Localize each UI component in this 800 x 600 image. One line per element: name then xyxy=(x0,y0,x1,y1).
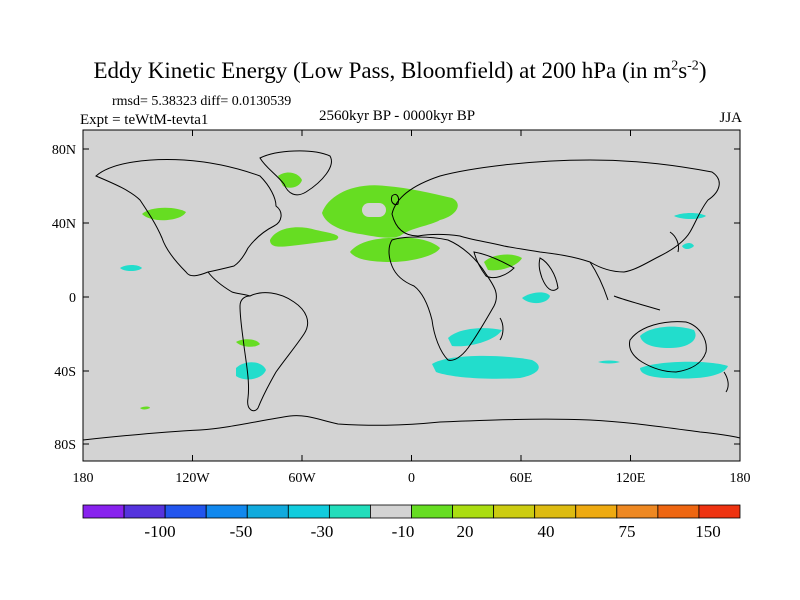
japan-sea-anomaly xyxy=(682,243,694,249)
east-pacific-anomaly xyxy=(120,265,142,271)
colorbar-label: 75 xyxy=(619,522,636,541)
lat-tick-label: 40S xyxy=(54,365,76,380)
colorbar-box xyxy=(657,504,700,519)
southeast-pacific-anomaly xyxy=(236,339,260,347)
west-atlantic-anomaly xyxy=(270,227,339,247)
mediterranean-anomaly xyxy=(350,237,440,262)
colorbar-label: -50 xyxy=(230,522,253,541)
south-pacific-anomaly xyxy=(236,362,266,380)
arabia-coast xyxy=(473,251,515,279)
colorbar-box xyxy=(287,504,330,519)
greenland-coast xyxy=(259,150,332,196)
uk-coast xyxy=(391,193,399,205)
europe-asia-coast xyxy=(391,159,720,273)
indian-ocean-anomaly xyxy=(522,292,550,304)
colorbar-box xyxy=(246,504,289,519)
india-coast xyxy=(538,257,559,291)
central-america-coast xyxy=(207,271,251,297)
experiment-label: Expt = teWtM-tevta1 xyxy=(80,112,209,128)
japan-coast xyxy=(669,231,679,253)
southeast-asia-coast xyxy=(589,261,661,311)
lon-tick-label: 120W xyxy=(175,471,210,486)
colorbar-box xyxy=(575,504,618,519)
colorbar-label: 20 xyxy=(457,522,474,541)
lon-tick-label: 0 xyxy=(408,471,415,486)
southern-indian-anomaly xyxy=(432,355,539,379)
lon-tick-label: 180 xyxy=(73,471,94,486)
lon-tick-label: 60W xyxy=(288,471,316,486)
lon-tick-label: 60E xyxy=(510,471,533,486)
colorbar-box xyxy=(493,504,536,519)
lat-tick-label: 0 xyxy=(69,291,76,306)
colorbar-box xyxy=(370,504,412,519)
colorbar-box xyxy=(411,504,453,519)
colorbar-box xyxy=(328,504,371,519)
rmsd-diff-stats: rmsd= 5.38323 diff= 0.0130539 xyxy=(112,94,292,109)
lon-tick-label: 120E xyxy=(616,471,646,486)
lat-tick-label: 40N xyxy=(52,217,76,232)
tasman-anomaly xyxy=(598,360,620,364)
new-zealand-coast xyxy=(723,371,729,393)
africa-coast xyxy=(388,236,497,361)
colorbar-box xyxy=(205,504,248,519)
southwest-pacific-anomaly xyxy=(140,406,150,410)
map-ticks xyxy=(82,130,741,461)
antarctica-coast xyxy=(82,415,741,441)
colorbar-box xyxy=(82,504,125,519)
north-atlantic-anomaly xyxy=(322,185,458,238)
positive-anomaly-regions xyxy=(140,172,522,410)
season-label: JJA xyxy=(719,110,742,126)
latitude-labels: 80N 40N 0 40S 80S xyxy=(52,143,76,453)
colorbar-labels: -100 -50 -30 -10 20 40 75 150 xyxy=(144,522,720,541)
colorbar-box xyxy=(534,504,577,519)
map-panel xyxy=(82,129,741,462)
colorbar-box xyxy=(616,504,659,519)
colorbar-box xyxy=(164,504,207,519)
lon-tick-label: 180 xyxy=(730,471,751,486)
colorbar-box xyxy=(698,504,741,519)
longitude-labels: 180 120W 60W 0 60E 120E 180 xyxy=(73,471,751,486)
colorbar-box xyxy=(123,504,166,519)
colorbar xyxy=(82,504,741,519)
colorbar-box xyxy=(452,504,495,519)
australia-anomaly xyxy=(640,326,696,348)
chart-title: Eddy Kinetic Energy (Low Pass, Bloomfiel… xyxy=(93,58,707,83)
ocean-background xyxy=(83,130,740,461)
colorbar-label: -10 xyxy=(392,522,415,541)
australia-coast xyxy=(629,321,707,373)
north-pacific-anomaly xyxy=(142,207,186,221)
north-america-coast xyxy=(95,159,282,277)
lat-tick-label: 80N xyxy=(52,143,76,158)
negative-anomaly-regions xyxy=(120,213,728,380)
lat-tick-label: 80S xyxy=(54,438,76,453)
south-america-coast xyxy=(239,292,309,412)
period-label: 2560kyr BP - 0000kyr BP xyxy=(319,108,476,124)
madagascar-coast xyxy=(499,317,504,341)
colorbar-label: 40 xyxy=(538,522,555,541)
north-atlantic-hole xyxy=(362,203,386,217)
colorbar-label: 150 xyxy=(695,522,721,541)
colorbar-label: -100 xyxy=(144,522,175,541)
coastlines xyxy=(82,150,741,441)
colorbar-label: -30 xyxy=(311,522,334,541)
